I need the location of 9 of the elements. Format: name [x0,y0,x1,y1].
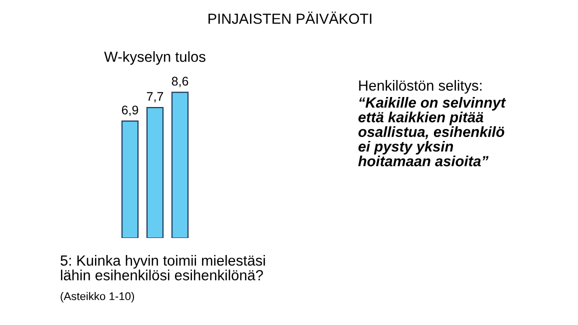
data-label: 6,9 [122,106,138,116]
data-label: 7,7 [146,92,164,102]
text: Henkilöstön selitys: [359,80,482,94]
text: (Asteikko 1-10) [60,292,134,302]
data-label: 8,6 [172,76,188,88]
chart-subtitle: W-kyselyn tulos [104,51,206,65]
text: “Kaikille on selvinnyt että kaikkien pitää osallistua, esihenkilö ei pysty yksin hoitamaan asioita” [358,97,506,166]
text: PINJAISTEN PÄIVÄKOTI [208,12,372,24]
text: 5: Kuinka hyvin toimii mielestäsi lähin esihenkilösi esihenkilönä? [60,255,265,280]
